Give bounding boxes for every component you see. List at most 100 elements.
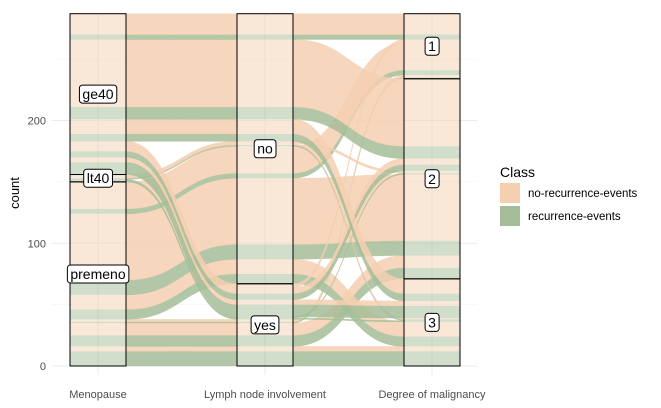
lode-2-no-recurrence-events: [404, 158, 460, 165]
stratum-label-3: 3: [424, 312, 440, 332]
flow-premeno-yes-3-no-recurrence-events-seg2: [292, 346, 405, 352]
stratum-label-text-2: 2: [428, 171, 436, 187]
flow-premeno-yes-3-no-recurrence-events-seg1: [125, 346, 238, 352]
stratum-label-premeno: premeno: [66, 264, 130, 284]
stratum-label-yes: yes: [250, 315, 280, 335]
stratum-label-box-3: [424, 312, 440, 332]
stratum-label-text-premeno: premeno: [70, 266, 125, 282]
lode-premeno-recurrence-events: [70, 208, 126, 214]
flow-premeno-yes-2-recurrence-events-seg1: [125, 335, 238, 347]
stratum-label-text-yes: yes: [254, 317, 276, 333]
flow-ge40-no-1-recurrence-events-seg2: [292, 34, 405, 40]
lode-1-recurrence-events: [404, 77, 460, 79]
lode-2-recurrence-events: [404, 146, 460, 159]
stratum-label-text-no: no: [257, 141, 273, 157]
flow-premeno-yes-1-no-recurrence-events-seg1: [125, 319, 238, 322]
stratum-label-text-ge40: ge40: [82, 86, 113, 102]
stratum-box-no: [236, 13, 294, 285]
flow-premeno-yes-3-recurrence-events-seg2: [292, 351, 405, 367]
lode-no-recurrence-events: [237, 134, 293, 142]
y-tick-label-0: 0: [40, 361, 46, 373]
lode-ge40-no-recurrence-events: [70, 119, 126, 135]
stratum-label-text-3: 3: [428, 314, 436, 330]
flow-ge40-no-1-no-recurrence-events-seg2: [292, 13, 405, 35]
y-tick-label-100: 100: [28, 238, 46, 250]
flow-premeno-yes-1-recurrence-events-seg1: [125, 321, 238, 324]
legend-label-recurrence-events: recurrence-events: [528, 211, 621, 223]
lode-ge40-no-recurrence-events: [70, 145, 126, 152]
flow-ge40-yes-3-recurrence-events-seg2: [292, 304, 405, 319]
lode-no-recurrence-events: [237, 34, 293, 40]
stratum-label-text-lt40: lt40: [87, 170, 110, 186]
lode-no-no-recurrence-events: [237, 39, 293, 107]
label-layer: premeno lt40 ge40 yes no 3 2 1: [66, 36, 440, 335]
lode-no-recurrence-events: [237, 273, 293, 284]
lode-premeno-recurrence-events: [70, 321, 126, 324]
lode-yes-no-recurrence-events: [237, 299, 293, 305]
y-axis-title: count: [7, 177, 22, 209]
lode-1-no-recurrence-events: [404, 75, 460, 78]
lode-2-recurrence-events: [404, 267, 460, 279]
stratum-box-1: [403, 13, 461, 80]
stratum-label-box-premeno: [66, 264, 130, 284]
lode-3-recurrence-events: [404, 293, 460, 301]
lode-ge40-no-recurrence-events: [70, 141, 126, 146]
legend-key-recurrence-events: [500, 206, 520, 226]
legend-key-no-recurrence-events: [500, 183, 520, 203]
stratum-label-box-yes: [250, 315, 280, 335]
lode-premeno-recurrence-events: [70, 309, 126, 320]
x-axis-label-2: Lymph node involvement: [204, 389, 326, 401]
flow-ge40-no-3-recurrence-events-seg1: [125, 133, 238, 142]
lode-3-no-recurrence-events: [404, 300, 460, 306]
x-axis-label-3: Degree of malignancy: [378, 389, 486, 401]
lode-premeno-no-recurrence-events: [70, 294, 126, 310]
lode-no-recurrence-events: [237, 173, 293, 179]
lode-ge40-recurrence-events: [70, 34, 126, 40]
lode-no-no-recurrence-events: [237, 119, 293, 135]
lode-3-no-recurrence-events: [404, 278, 460, 294]
legend-label-no-recurrence-events: no-recurrence-events: [528, 188, 638, 200]
flow-ge40-no-2-no-recurrence-events-seg1: [125, 39, 238, 108]
lode-no-recurrence-events: [237, 106, 293, 120]
flow-premeno-yes-2-no-recurrence-events-seg1: [125, 322, 238, 336]
lode-premeno-no-recurrence-events: [70, 319, 126, 322]
stratum-label-2: 2: [424, 169, 440, 189]
lode-1-recurrence-events: [404, 70, 460, 76]
flow-premeno-yes-3-recurrence-events-seg1: [125, 351, 238, 367]
lode-3-recurrence-events: [404, 305, 460, 319]
legend: Class no-recurrence-events recurrence-eve…: [500, 164, 638, 226]
lode-2-no-recurrence-events: [404, 78, 460, 147]
lode-3-no-recurrence-events: [404, 346, 460, 352]
lode-2-recurrence-events: [404, 240, 460, 256]
lode-premeno-no-recurrence-events: [70, 346, 126, 352]
legend-title: Class: [500, 164, 535, 180]
lode-no-no-recurrence-events: [237, 13, 293, 35]
stratum-label-lt40: lt40: [83, 168, 113, 188]
lode-no-recurrence-events: [237, 244, 293, 260]
lode-no-no-recurrence-events: [237, 259, 293, 274]
y-tick-label-200: 200: [28, 116, 46, 128]
lode-yes-recurrence-events: [237, 335, 293, 347]
lode-no-no-recurrence-events: [237, 178, 293, 245]
stratum-label-1: 1: [424, 36, 440, 56]
lode-yes-no-recurrence-events: [237, 287, 293, 294]
lode-ge40-recurrence-events: [70, 134, 126, 142]
flow-ge40-no-2-recurrence-events-seg1: [125, 106, 238, 120]
flow-ge40-no-1-recurrence-events-seg1: [125, 34, 238, 40]
lode-yes-recurrence-events: [237, 304, 293, 317]
lode-ge40-no-recurrence-events: [70, 13, 126, 35]
lode-yes-no-recurrence-events: [237, 283, 293, 288]
lode-premeno-recurrence-events: [70, 335, 126, 347]
x-axis-label-1: Menopause: [69, 389, 127, 401]
stratum-label-text-1: 1: [428, 38, 436, 54]
lode-yes-no-recurrence-events: [237, 346, 293, 352]
flow-ge40-no-1-no-recurrence-events-seg1: [125, 13, 238, 35]
stratum-label-ge40: ge40: [78, 84, 118, 104]
lode-1-no-recurrence-events: [404, 13, 460, 35]
lode-ge40-no-recurrence-events: [70, 157, 126, 163]
lode-2-no-recurrence-events: [404, 255, 460, 268]
lode-3-recurrence-events: [404, 336, 460, 347]
flow-layer: [70, 13, 460, 367]
